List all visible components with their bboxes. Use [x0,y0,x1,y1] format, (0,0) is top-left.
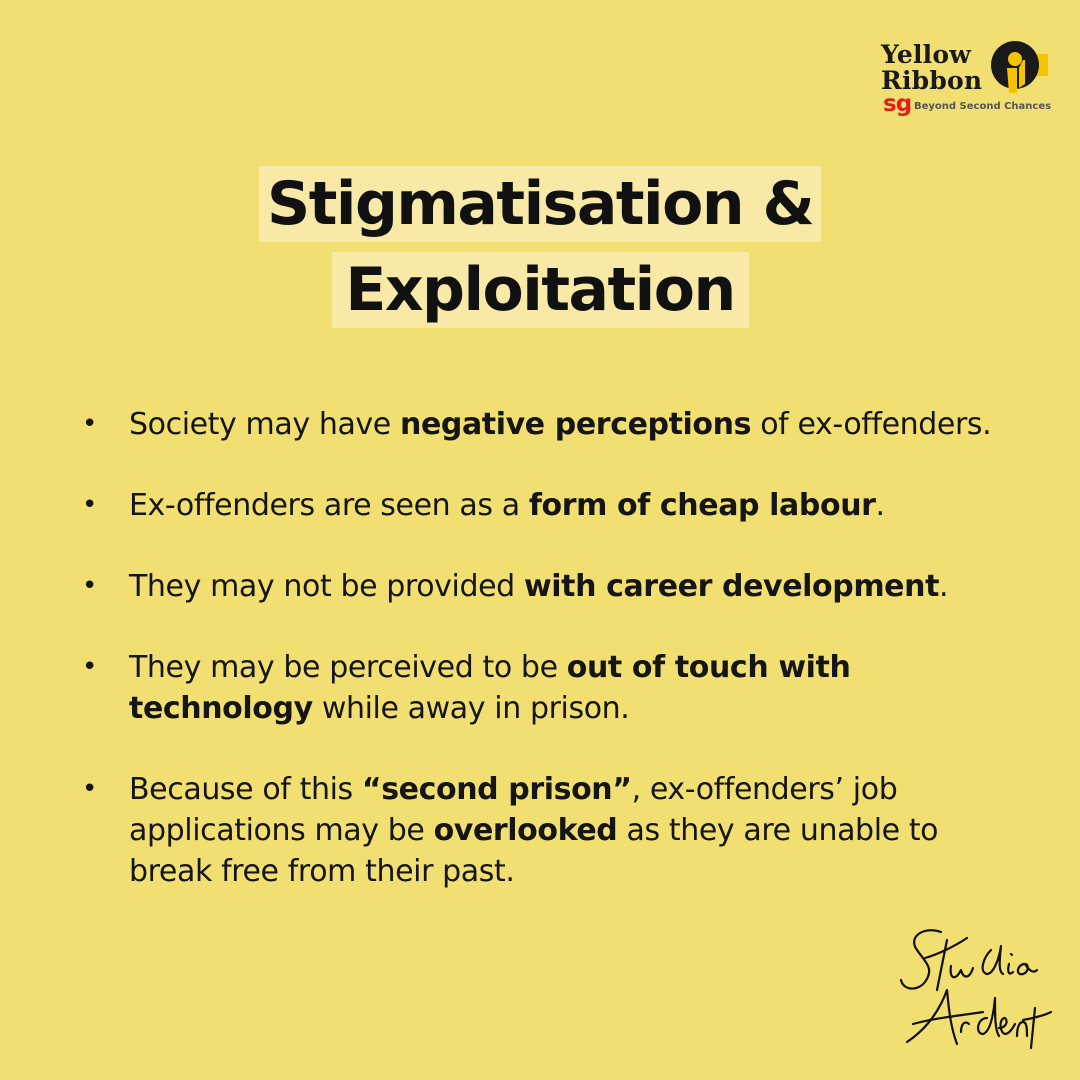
title-line-1: Stigmatisation & [259,166,821,242]
bullet-emphasis: negative perceptions [399,407,752,442]
list-item: • They may be perceived to be out of tou… [78,647,1018,729]
bullet-icon: • [82,774,97,804]
bullet-icon: • [82,490,97,520]
page-title: Stigmatisation & Exploitation [0,166,1080,328]
bullet-icon: • [82,409,97,439]
bullet-text: . [875,488,886,523]
bullet-text: Ex-offenders are seen as a [129,488,529,523]
bullet-text: of ex-offenders. [751,407,992,442]
studio-ardent-signature [899,929,1053,1050]
bullet-icon: • [82,652,97,682]
bullet-text: They may not be provided [129,569,524,604]
bullet-text: Society may have [129,407,400,442]
bullet-list: • Society may have negative perceptions … [78,404,1018,932]
list-item: • Ex-offenders are seen as a form of che… [78,485,1018,526]
bullet-text: Because of this [129,772,362,807]
bullet-emphasis: “second prison” [361,772,632,807]
bullet-emphasis: overlooked [433,813,618,848]
list-item: • They may not be provided with career d… [78,566,1018,607]
bullet-emphasis: with career development [523,569,940,604]
list-item: • Society may have negative perceptions … [78,404,1018,445]
logo-sg: sg [883,91,912,117]
bullet-text: , ex-offenders’ job applications may be [129,772,898,848]
logo-tagline: Beyond Second Chances [914,101,1052,112]
logo-word-ribbon: Ribbon [881,66,983,95]
title-line-2: Exploitation [331,252,749,328]
bullet-icon: • [82,571,97,601]
yellow-ribbon-icon [991,41,1048,93]
logo-word-yellow: Yellow [881,40,971,69]
bullet-text: as they are unable to break free from th… [129,813,939,889]
list-item: • Because of this “second prison”, ex-of… [78,769,1018,892]
bullet-emphasis: form of cheap labour [528,488,876,523]
bullet-emphasis: out of touch with technology [129,650,851,726]
bullet-text: They may be perceived to be [129,650,567,685]
bullet-text: while away in prison. [312,691,630,726]
yellow-ribbon-logo: Yellow Ribbon sg Beyond Second Chances [878,36,1058,122]
bullet-text: . [939,569,949,604]
